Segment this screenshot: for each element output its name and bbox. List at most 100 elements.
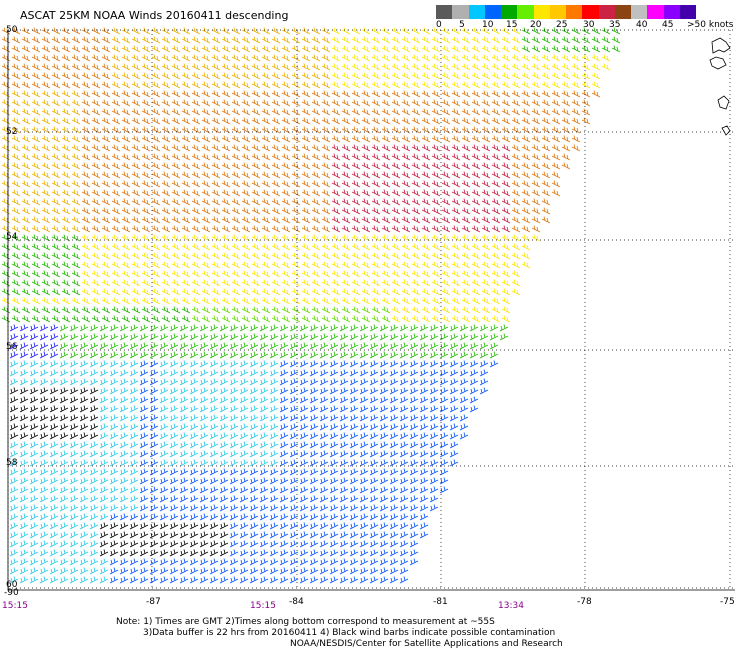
wind-barb [31,72,41,80]
wind-barb [501,189,511,197]
wind-barb [249,522,259,530]
wind-barb [79,513,89,521]
wind-barb [99,333,109,341]
wind-barb [21,216,31,224]
wind-barb [571,99,581,107]
wind-barb [139,360,149,368]
wind-barb [359,369,369,377]
wind-barb [189,450,199,458]
wind-barb [299,396,309,404]
wind-barb [201,36,211,44]
wind-barb [159,378,169,386]
wind-barb [371,315,381,323]
wind-barb [511,288,521,296]
wind-barb [301,288,311,296]
wind-barb [441,243,451,251]
wind-barb [161,63,171,71]
wind-barb [501,207,511,215]
wind-barb [91,72,101,80]
wind-barb [249,333,259,341]
wind-barb [171,189,181,197]
wind-barb [151,126,161,134]
wind-barb [459,396,469,404]
wind-barb [189,432,199,440]
wind-barb [339,459,349,467]
wind-barb [289,522,299,530]
wind-barb [309,459,319,467]
wind-barb [491,153,501,161]
wind-barb [239,549,249,557]
wind-barb [49,522,59,530]
wind-barb [79,459,89,467]
wind-barb [399,486,409,494]
wind-barb [151,27,161,35]
wind-barb [121,99,131,107]
wind-barb [281,243,291,251]
wind-barb [161,252,171,260]
colorbar-segment [517,5,534,19]
wind-barb [61,315,71,323]
wind-barb [511,90,521,98]
wind-barb [411,144,421,152]
wind-barb [231,306,241,314]
lon-label: -81 [433,597,448,607]
wind-barb [79,495,89,503]
wind-barb [39,549,49,557]
wind-barb [79,423,89,431]
wind-barb [331,270,341,278]
wind-barb [389,468,399,476]
wind-barb [511,63,521,71]
wind-barb [521,153,531,161]
wind-barb [219,423,229,431]
wind-barb [391,306,401,314]
wind-barb [241,45,251,53]
wind-barb [69,549,79,557]
wind-barb [71,297,81,305]
wind-barb [141,252,151,260]
wind-barb [231,297,241,305]
wind-barb [171,270,181,278]
wind-barb [281,36,291,44]
wind-barb [1,144,11,152]
wind-barb [301,225,311,233]
wind-barb [329,504,339,512]
wind-barb [391,144,401,152]
wind-barb [79,486,89,494]
wind-barb [59,504,69,512]
wind-barb [521,198,531,206]
wind-barb [179,513,189,521]
wind-barb [9,351,19,359]
wind-barb [371,36,381,44]
wind-barb [571,63,581,71]
wind-barb [531,99,541,107]
wind-barb [161,27,171,35]
wind-barb [351,117,361,125]
wind-barb [291,153,301,161]
wind-barb [139,558,149,566]
wind-barb [189,468,199,476]
wind-barb [31,135,41,143]
wind-barb [9,567,19,575]
wind-barb [431,315,441,323]
wind-barb [349,486,359,494]
wind-barb [91,279,101,287]
wind-barb [21,162,31,170]
wind-barb [371,126,381,134]
wind-barb [171,243,181,251]
wind-barb [451,297,461,305]
wind-barb [341,225,351,233]
wind-barb [49,513,59,521]
wind-barb [131,180,141,188]
wind-barb [69,531,79,539]
wind-barb [311,90,321,98]
wind-barb [239,495,249,503]
wind-barb [341,189,351,197]
wind-barb [399,459,409,467]
wind-barb [291,63,301,71]
wind-barb [121,108,131,116]
wind-barb [399,531,409,539]
wind-barb [451,198,461,206]
wind-barb [91,36,101,44]
wind-barb [291,90,301,98]
wind-barb [371,306,381,314]
